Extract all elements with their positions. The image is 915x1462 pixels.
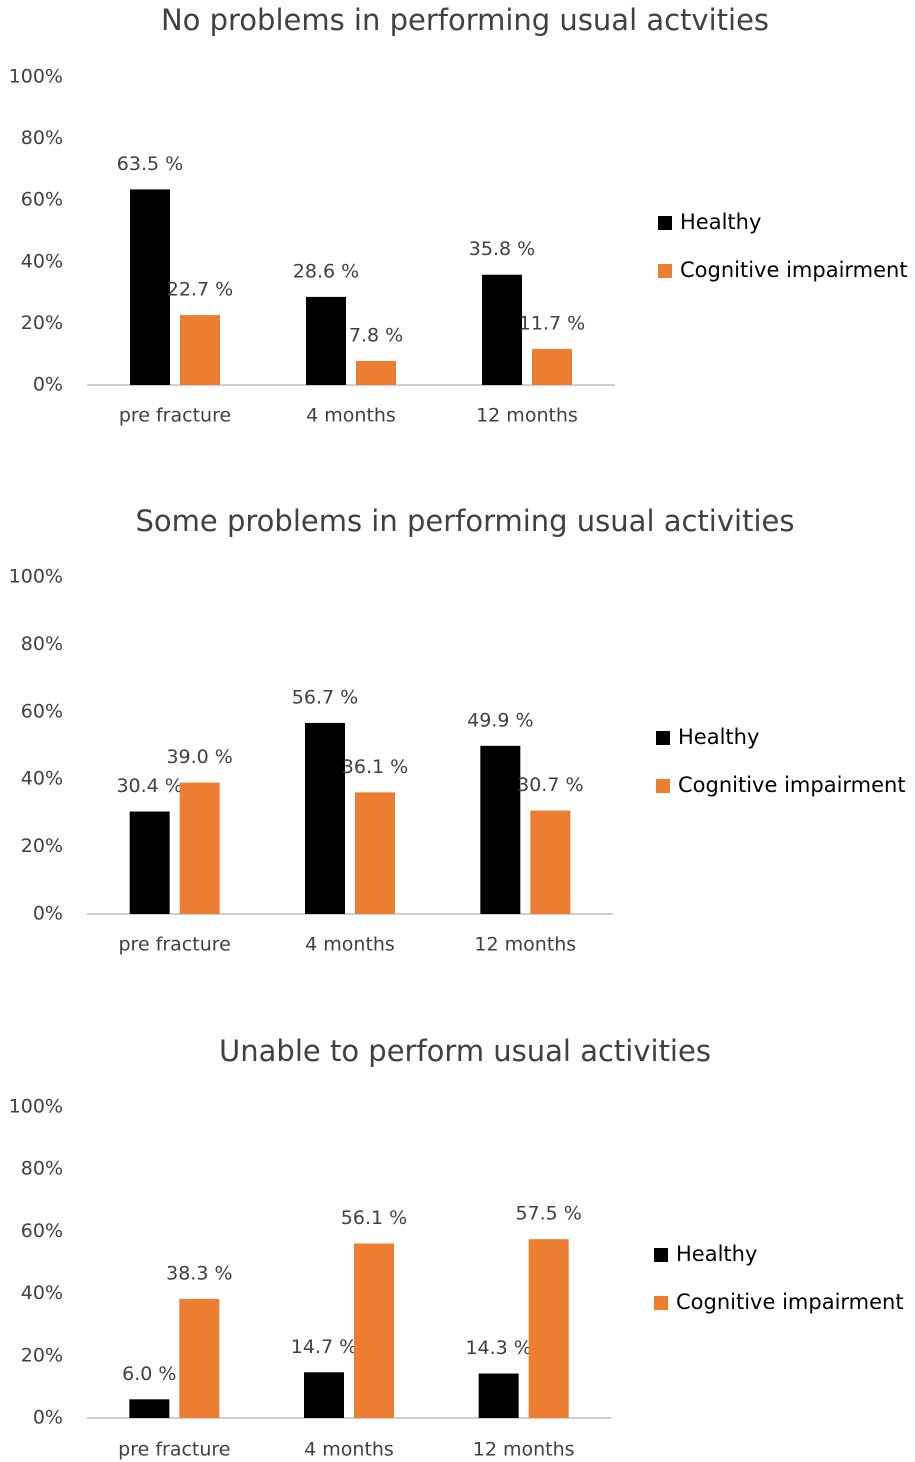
bar [480,745,521,914]
data-label: 28.6 % [293,260,359,282]
data-label: 39.0 % [166,746,232,768]
legend-swatch [656,731,670,745]
y-tick-label: 20% [21,312,63,334]
bar [304,1372,344,1418]
y-tick-label: 80% [21,633,63,655]
y-tick-label: 0% [33,903,63,925]
chart-title: Unable to perform usual activities [219,1034,711,1068]
y-tick-label: 20% [21,1344,63,1366]
y-tick-label: 0% [33,374,63,396]
data-label: 11.7 % [519,312,585,334]
y-tick-label: 60% [21,189,63,211]
x-tick-label: pre fracture [118,934,230,956]
y-tick-label: 40% [21,768,63,790]
legend-label: Healthy [676,1242,757,1266]
bar [180,315,220,385]
x-tick-label: 4 months [305,934,395,956]
data-label: 30.7 % [517,774,583,796]
x-tick-label: 4 months [306,405,396,427]
bar [528,1239,569,1418]
y-tick-label: 100% [9,66,63,88]
y-tick-label: 60% [21,1220,63,1242]
data-label: 35.8 % [469,238,535,260]
y-tick-label: 60% [21,700,63,722]
data-label: 14.7 % [291,1336,357,1358]
bar [530,810,571,914]
bar [356,360,396,385]
x-tick-label: 12 months [474,934,576,956]
legend-swatch [654,1296,668,1310]
bar [129,811,170,914]
bar [478,1373,519,1418]
data-label: 7.8 % [349,324,403,346]
chart-title: No problems in performing usual actvitie… [161,3,769,37]
y-tick-label: 0% [33,1407,63,1429]
legend-label: Healthy [678,725,759,749]
y-tick-label: 40% [21,250,63,272]
bar [354,1243,394,1418]
bar [129,1399,170,1418]
x-tick-label: pre fracture [119,405,231,427]
y-tick-label: 40% [21,1282,63,1304]
legend-label: Healthy [680,210,761,234]
bar [179,1298,220,1418]
x-tick-label: pre fracture [118,1439,230,1461]
legend-label: Cognitive impairment [676,1290,904,1314]
bar [305,722,345,914]
legend-label: Cognitive impairment [680,258,908,282]
data-label: 56.1 % [341,1207,407,1229]
data-label: 38.3 % [166,1262,232,1284]
data-label: 63.5 % [117,153,183,175]
bar [355,792,395,914]
y-tick-label: 80% [21,1158,63,1180]
y-tick-label: 20% [21,835,63,857]
y-tick-label: 100% [9,566,63,588]
data-label: 57.5 % [515,1203,581,1225]
bar [130,189,170,385]
legend-swatch [654,1248,668,1262]
bar [179,782,220,914]
data-label: 49.9 % [467,709,533,731]
y-tick-label: 100% [9,1096,63,1118]
y-tick-label: 80% [21,127,63,149]
x-tick-label: 4 months [304,1439,394,1461]
data-label: 22.7 % [167,279,233,301]
bar [306,296,346,385]
legend-swatch [658,264,672,278]
data-label: 14.3 % [465,1337,531,1359]
data-label: 56.7 % [292,686,358,708]
data-label: 36.1 % [342,756,408,778]
x-tick-label: 12 months [476,405,578,427]
bar [482,274,522,385]
data-label: 6.0 % [122,1363,176,1385]
legend-swatch [656,779,670,793]
legend-label: Cognitive impairment [678,773,906,797]
bar [532,348,572,385]
chart-title: Some problems in performing usual activi… [136,504,795,538]
data-label: 30.4 % [116,775,182,797]
x-tick-label: 12 months [473,1439,575,1461]
legend-swatch [658,216,672,230]
